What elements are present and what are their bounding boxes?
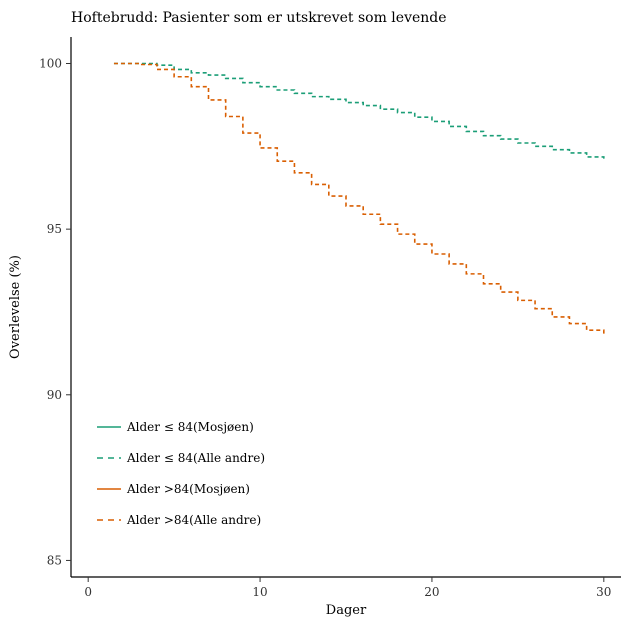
- y-tick-label: 90: [47, 388, 62, 402]
- plot-lines: [113, 62, 605, 336]
- x-tick-label: 0: [84, 585, 92, 599]
- chart-title: Hoftebrudd: Pasienter som er utskrevet s…: [71, 10, 447, 26]
- series-line-3: [113, 62, 605, 336]
- x-axis-label: Dager: [326, 603, 367, 618]
- y-tick-label: 100: [39, 57, 62, 71]
- x-tick-label: 20: [424, 585, 439, 599]
- x-tick-label: 10: [252, 585, 267, 599]
- legend-label: Alder ≤ 84(Alle andre): [126, 451, 265, 465]
- legend-label: Alder ≤ 84(Mosjøen): [126, 420, 254, 434]
- y-tick-label: 85: [47, 553, 62, 567]
- y-ticks: 85 90 95 100: [39, 57, 71, 567]
- x-ticks: 0 10 20 30: [84, 577, 611, 599]
- y-axis-label: Overlevelse (%): [8, 255, 23, 359]
- y-tick-label: 95: [47, 222, 62, 236]
- series-line-1: [113, 62, 605, 161]
- x-tick-label: 30: [596, 585, 611, 599]
- legend-label: Alder >84(Mosjøen): [126, 482, 250, 496]
- legend-label: Alder >84(Alle andre): [126, 513, 261, 527]
- legend: Alder ≤ 84(Mosjøen) Alder ≤ 84(Alle andre…: [97, 420, 265, 527]
